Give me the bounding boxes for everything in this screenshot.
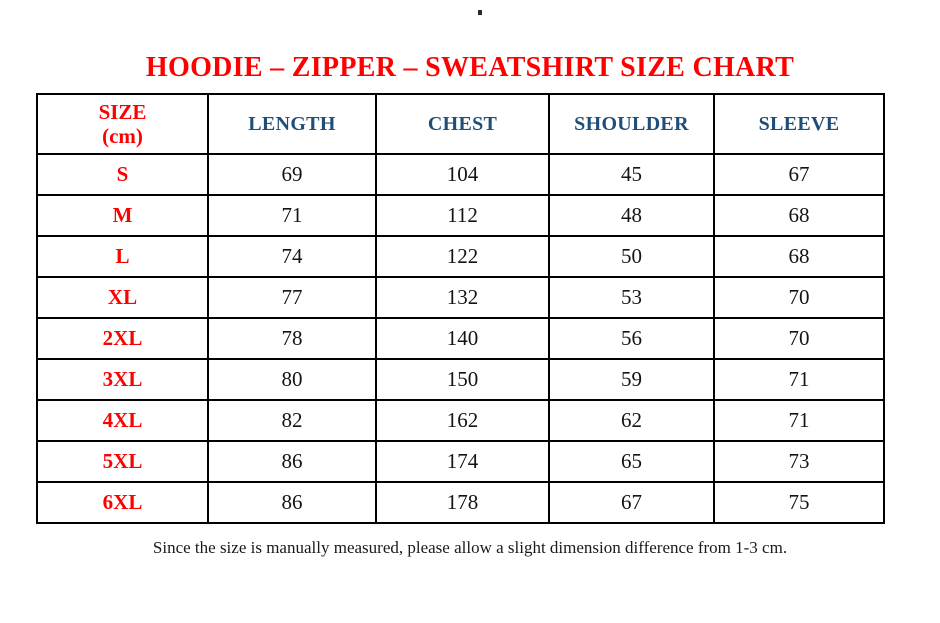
value-cell: 59 (548, 358, 715, 401)
size-cell: 4XL (36, 399, 209, 442)
value-cell: 82 (207, 399, 377, 442)
value-cell: 80 (207, 358, 377, 401)
page-title: HOODIE – ZIPPER – SWEATSHIRT SIZE CHART (145, 51, 795, 83)
table-row: 6XL 86 178 67 75 (36, 481, 885, 524)
size-cell: 3XL (36, 358, 209, 401)
table-row: XL 77 132 53 70 (36, 276, 885, 319)
value-cell: 71 (713, 399, 885, 442)
value-cell: 67 (548, 481, 715, 524)
table-row: 3XL 80 150 59 71 (36, 358, 885, 401)
value-cell: 48 (548, 194, 715, 237)
size-chart-table: SIZE (cm) LENGTH CHEST SHOULDER SLEEVE S… (36, 93, 885, 524)
dot-mark (478, 10, 482, 15)
value-cell: 78 (207, 317, 377, 360)
table-header: SIZE (cm) LENGTH CHEST SHOULDER SLEEVE (36, 93, 885, 155)
size-cell: L (36, 235, 209, 278)
table-row: 2XL 78 140 56 70 (36, 317, 885, 360)
value-cell: 73 (713, 440, 885, 483)
value-cell: 62 (548, 399, 715, 442)
size-cell: 5XL (36, 440, 209, 483)
size-header-line1: SIZE (98, 99, 147, 124)
value-cell: 122 (375, 235, 550, 278)
table-body: S 69 104 45 67 M 71 112 48 68 L 74 122 50 68 XL 77 132 53 7… (36, 153, 885, 524)
value-cell: 178 (375, 481, 550, 524)
value-cell: 69 (207, 153, 377, 196)
value-cell: 65 (548, 440, 715, 483)
value-cell: 162 (375, 399, 550, 442)
value-cell: 71 (207, 194, 377, 237)
chest-header: CHEST (375, 93, 550, 155)
length-header: LENGTH (207, 93, 377, 155)
size-cell: S (36, 153, 209, 196)
value-cell: 56 (548, 317, 715, 360)
value-cell: 70 (713, 317, 885, 360)
value-cell: 71 (713, 358, 885, 401)
value-cell: 140 (375, 317, 550, 360)
value-cell: 112 (375, 194, 550, 237)
size-cm-header: SIZE (cm) (36, 93, 209, 155)
value-cell: 132 (375, 276, 550, 319)
size-cell: 2XL (36, 317, 209, 360)
value-cell: 68 (713, 235, 885, 278)
table-row: 4XL 82 162 62 71 (36, 399, 885, 442)
footer-note: Since the size is manually measured, ple… (152, 538, 788, 557)
value-cell: 50 (548, 235, 715, 278)
size-cell: 6XL (36, 481, 209, 524)
value-cell: 67 (713, 153, 885, 196)
table-row: M 71 112 48 68 (36, 194, 885, 237)
value-cell: 75 (713, 481, 885, 524)
value-cell: 86 (207, 481, 377, 524)
value-cell: 53 (548, 276, 715, 319)
table-row: L 74 122 50 68 (36, 235, 885, 278)
header-row: SIZE (cm) LENGTH CHEST SHOULDER SLEEVE (36, 93, 885, 155)
table-row: S 69 104 45 67 (36, 153, 885, 196)
size-cell: M (36, 194, 209, 237)
table-row: 5XL 86 174 65 73 (36, 440, 885, 483)
value-cell: 77 (207, 276, 377, 319)
value-cell: 45 (548, 153, 715, 196)
value-cell: 68 (713, 194, 885, 237)
value-cell: 104 (375, 153, 550, 196)
value-cell: 150 (375, 358, 550, 401)
size-cell: XL (36, 276, 209, 319)
size-header-line2: (cm) (102, 124, 143, 148)
value-cell: 70 (713, 276, 885, 319)
value-cell: 74 (207, 235, 377, 278)
value-cell: 174 (375, 440, 550, 483)
shoulder-header: SHOULDER (548, 93, 715, 155)
value-cell: 86 (207, 440, 377, 483)
sleeve-header: SLEEVE (713, 93, 885, 155)
